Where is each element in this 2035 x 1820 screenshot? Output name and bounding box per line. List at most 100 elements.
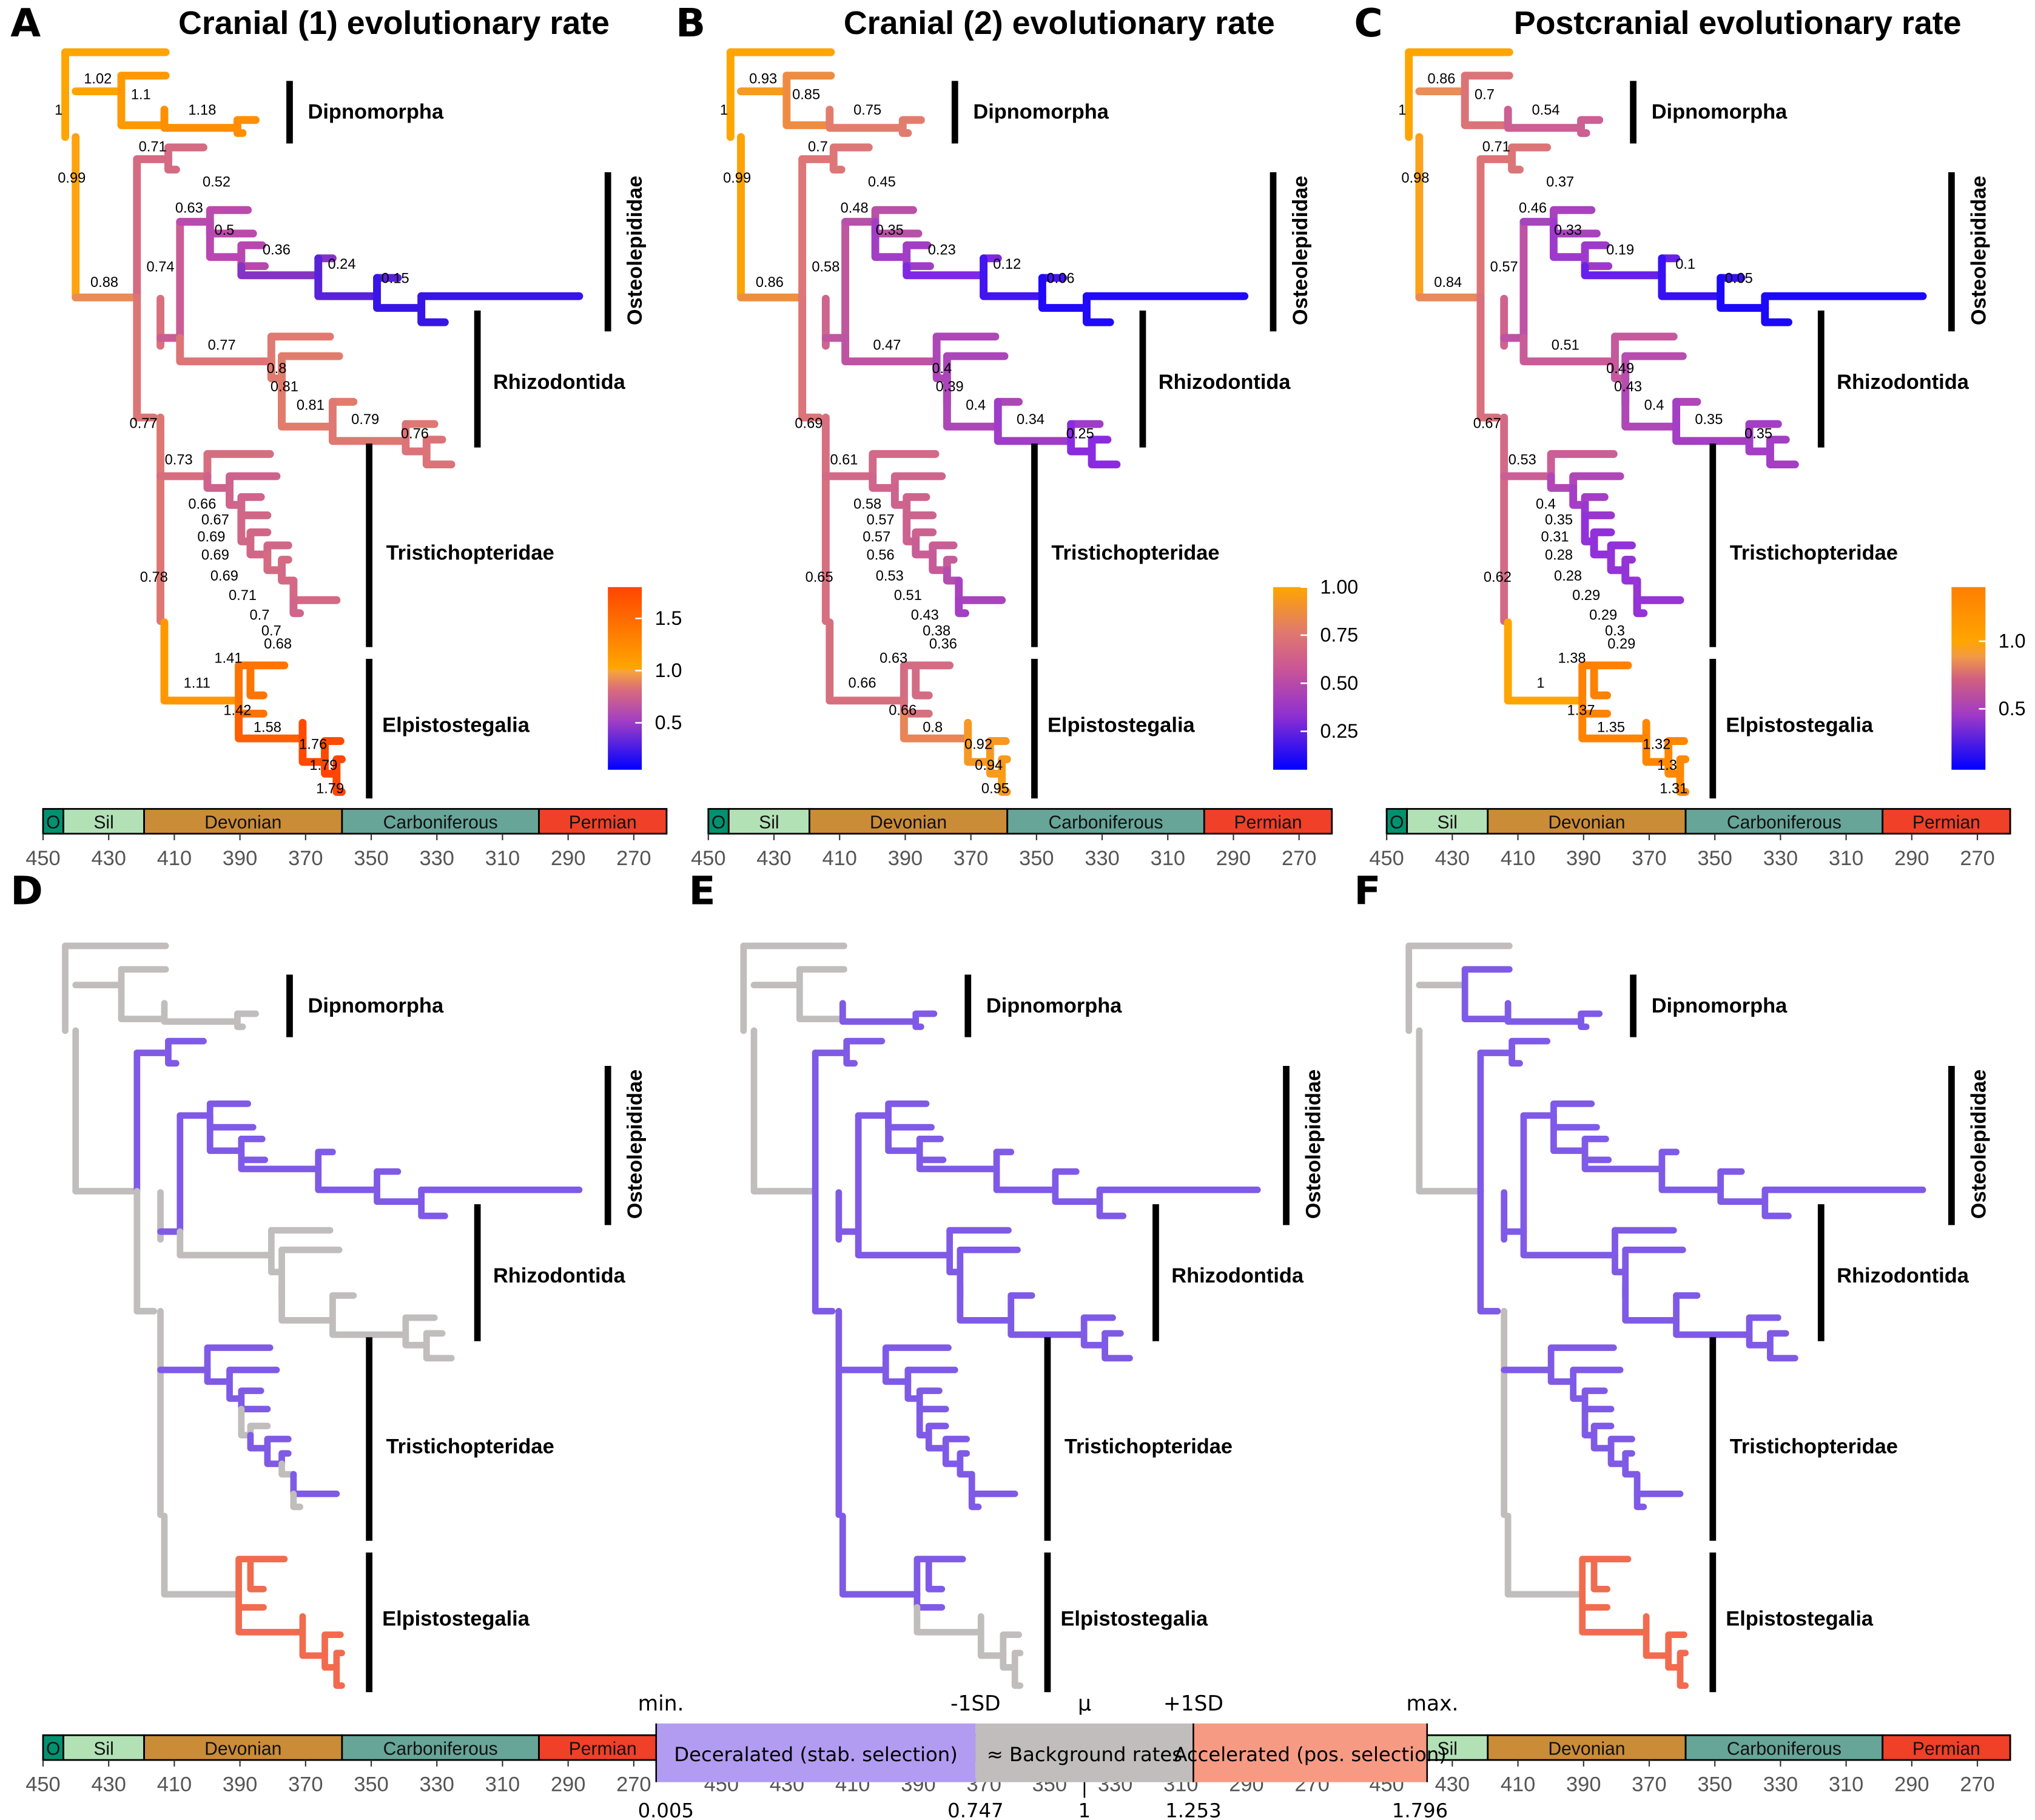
branch-tri_f — [263, 550, 292, 575]
branch-rhz — [177, 1228, 275, 1259]
time-tick-label: 310 — [485, 1773, 520, 1796]
rate-label-tri_b: 0.35 — [1545, 513, 1573, 528]
branch-elp_a — [1590, 661, 1612, 699]
period-permian — [1882, 1734, 2011, 1761]
osteolepididae-label: Osteolepididae — [1967, 176, 1990, 326]
branch-elp — [1504, 1512, 1586, 1598]
rate-label-elp_d: 1.32 — [1643, 736, 1670, 752]
branch-elp_a — [913, 1555, 966, 1598]
rate-label-tetra_stem: 0.88 — [90, 275, 118, 291]
time-tick-label: 290 — [551, 1773, 585, 1796]
period-label: Permian — [1234, 813, 1302, 833]
time-tick-label: 390 — [888, 847, 923, 870]
timescale: O Sil Devonian Carboniferous Permian 450 430 41… — [691, 807, 1333, 870]
rhizodontida-label: Rhizodontida — [493, 1264, 626, 1287]
branch-tri_b — [904, 1378, 943, 1402]
branch-rhz_d — [1673, 1292, 1753, 1338]
branch-tri_i — [289, 596, 304, 618]
branch-rhz_d — [1672, 397, 1754, 445]
branch-rhz_e — [402, 1314, 430, 1349]
branch-elp_a — [900, 661, 954, 705]
elpistostegalia-label: Elpistostegalia — [1060, 1608, 1208, 1631]
period-label: Devonian — [204, 813, 281, 833]
branch-ost_e — [1083, 292, 1114, 326]
branch-tri_h — [1633, 576, 1684, 604]
branch-grp1 — [798, 143, 873, 163]
time-tick-label: 430 — [91, 1773, 126, 1796]
rate-label-elp_a: 1.38 — [1558, 650, 1586, 666]
time-tick-label: 410 — [1501, 1773, 1535, 1796]
branch-elp_f — [332, 769, 346, 796]
branch-tri_f — [929, 550, 958, 575]
colorbar-tick-label: 1.5 — [655, 607, 682, 629]
period-carboniferous — [341, 807, 540, 835]
branch-elp_a — [925, 1555, 946, 1592]
branch-rhz — [1519, 334, 1619, 366]
rate-label-tri_h: 0.38 — [923, 623, 950, 639]
legend-value-max: 1.796 — [1392, 1799, 1448, 1820]
rate-label-elp_f: 1.79 — [316, 781, 344, 797]
branch-elp_a — [247, 1555, 267, 1592]
dipnomorpha-label: Dipnomorpha — [973, 101, 1109, 124]
panel-letter: A — [10, 1, 41, 46]
branch-tri_h — [290, 1471, 340, 1497]
panel-letter: E — [689, 868, 716, 914]
legend-head-m1sd: -1SD — [950, 1691, 1001, 1716]
rhizodontida-label: Rhizodontida — [1837, 371, 1969, 394]
time-tick-label: 270 — [616, 847, 651, 870]
branch-ost_d — [1658, 1148, 1724, 1193]
tristichopteridae-label: Tristichopteridae — [386, 542, 554, 565]
branch-rhz_e — [1766, 436, 1799, 469]
time-tick-label: 410 — [1501, 847, 1535, 870]
time-tick-label: 310 — [485, 847, 520, 870]
dipnomorpha-label: Dipnomorpha — [986, 994, 1122, 1017]
branch-tri_b — [226, 484, 265, 509]
rate-label-tri_f: 0.51 — [894, 588, 922, 604]
time-tick-label: 370 — [288, 847, 323, 870]
legend-head-min: min. — [638, 1691, 684, 1716]
rate-label-tri_c: 0.31 — [1541, 529, 1569, 545]
rate-label-tri_d: 0.28 — [1545, 548, 1573, 564]
rate-label-ost_b: 0.5 — [214, 223, 234, 238]
rate-label-grp1: 0.71 — [139, 139, 167, 155]
time-tick-label: 430 — [1435, 847, 1470, 870]
branch-tri_g — [1622, 1460, 1641, 1478]
branch-tri_c — [237, 500, 272, 519]
branch-elp_b — [235, 1591, 267, 1611]
rate-label-lower_root: 0.98 — [1401, 170, 1429, 186]
branch-tri_elp — [1476, 293, 1502, 422]
rate-label-root: 1 — [55, 103, 62, 118]
timescale: O Sil Devonian Carboniferous Permian 450 430 41… — [25, 807, 668, 870]
branch-rhz — [855, 1228, 954, 1259]
branch-elp_c — [1579, 1604, 1650, 1636]
period-permian — [1203, 807, 1333, 835]
branch-tri_a — [882, 1366, 958, 1385]
osteolepididae-label: Osteolepididae — [1302, 1070, 1325, 1219]
branch-rhz_e — [422, 436, 456, 469]
branch-ost_a — [1519, 206, 1596, 226]
rate-label-tri_b: 0.57 — [867, 513, 895, 528]
branch-elp_f — [333, 1664, 345, 1689]
rate-label-tri: 0.73 — [165, 453, 193, 468]
rate-label-tri_h: 0.3 — [1605, 623, 1625, 639]
branch-ost_a — [1520, 1100, 1595, 1119]
branch-dip_a — [118, 966, 168, 1022]
branch-ost_b — [206, 218, 246, 261]
legend-segment-label: Accelerated (pos. selection) — [1174, 1743, 1446, 1766]
branch-ost_c — [237, 262, 323, 280]
rate-label-rhz: 0.77 — [208, 337, 236, 353]
time-tick-label: 370 — [1632, 1773, 1666, 1796]
branch-ost_a — [855, 1100, 930, 1119]
phylogeny: 1 0.99 0.93 0.85 0.75 0.86 0.7 0.58 0.48 0.45 0.35… — [720, 48, 1312, 799]
branch-ost_d — [314, 254, 381, 300]
branch-tri — [204, 1344, 274, 1373]
branch-grp1 — [1477, 1037, 1551, 1056]
time-tick-label: 290 — [1894, 1773, 1929, 1796]
rate-label-tri_elp2: 0.78 — [140, 570, 168, 585]
branch-rhz_c — [278, 1281, 336, 1324]
time-tick-label: 330 — [1085, 847, 1119, 870]
rate-label-tri_elp: 0.69 — [795, 416, 822, 431]
time-tick-label: 350 — [1697, 1773, 1732, 1796]
rate-label-tri_f: 0.29 — [1572, 588, 1600, 604]
